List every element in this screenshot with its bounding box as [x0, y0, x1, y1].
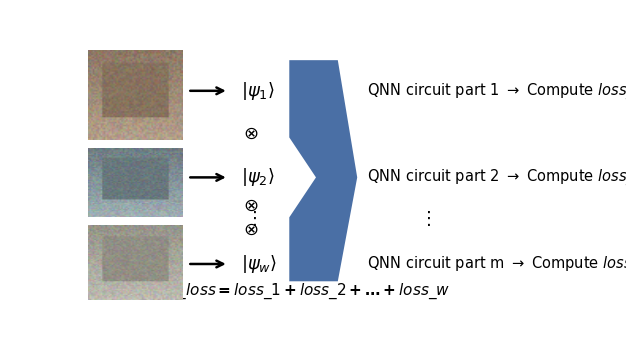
Text: $\otimes$: $\otimes$: [243, 220, 258, 238]
Text: $\boldsymbol{\mathit{total\_loss} = \mathit{loss\_1} + \mathit{loss\_2} + \ldots: $\boldsymbol{\mathit{total\_loss} = \mat…: [143, 282, 450, 301]
Text: $\vdots$: $\vdots$: [419, 209, 431, 228]
Text: $|\psi_2\rangle$: $|\psi_2\rangle$: [241, 166, 275, 188]
Text: $|\psi_w\rangle$: $|\psi_w\rangle$: [241, 253, 277, 275]
Text: $\otimes$: $\otimes$: [243, 125, 258, 143]
Text: $\vdots$: $\vdots$: [245, 209, 257, 228]
Polygon shape: [289, 60, 357, 281]
Text: $\vdots$: $\vdots$: [121, 222, 133, 242]
Text: $|\psi_1\rangle$: $|\psi_1\rangle$: [241, 80, 275, 102]
Text: QNN circuit part 1 $\rightarrow$ Compute $\mathit{loss\_1}$: QNN circuit part 1 $\rightarrow$ Compute…: [367, 81, 626, 100]
Text: $\otimes$: $\otimes$: [243, 197, 258, 215]
Text: QNN circuit part m $\rightarrow$ Compute $\mathit{loss\_w}$: QNN circuit part m $\rightarrow$ Compute…: [367, 254, 626, 274]
Text: QNN circuit part 2 $\rightarrow$ Compute $\mathit{loss\_2}$: QNN circuit part 2 $\rightarrow$ Compute…: [367, 168, 626, 187]
